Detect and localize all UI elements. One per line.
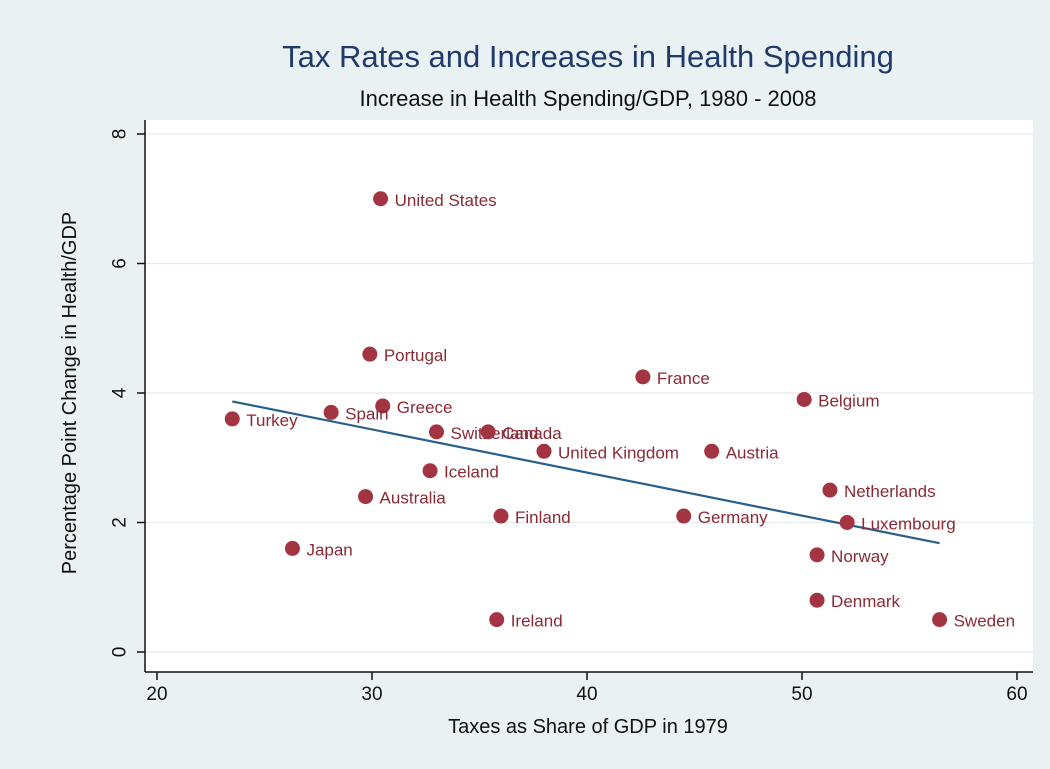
data-point [362,346,378,362]
fit-line [232,400,940,545]
point-label: Australia [380,489,447,508]
point-label: Iceland [444,463,499,482]
point-label: Finland [515,508,571,527]
point-label: Japan [306,540,352,559]
x-tick-label: 60 [1006,684,1027,705]
data-point [796,391,812,407]
x-tick-label: 30 [361,684,382,705]
data-point [375,398,391,414]
point-label: Norway [831,547,889,566]
data-point [480,424,496,440]
data-points: United States Portugal France Belgium Greece… [224,191,1015,631]
data-point [422,463,438,479]
data-point [429,424,444,440]
point-label: France [657,369,710,388]
point-label: Luxembourg [861,515,956,534]
point-label: Germany [698,508,768,527]
chart-subtitle: Increase in Health Spending/GDP, 1980 - … [359,86,816,111]
x-axis-label: Taxes as Share of GDP in 1979 [448,716,728,738]
data-point [493,508,509,524]
data-point [932,612,948,628]
point-label: Ireland [511,612,563,631]
y-axis-label: Percentage Point Change in Health/GDP [59,212,81,574]
data-point [284,540,300,556]
y-tick-label: 0 [110,647,131,658]
point-label: United Kingdom [558,443,679,462]
y-tick-label: 2 [110,517,131,528]
point-label: Sweden [954,612,1015,631]
data-point [373,191,389,207]
data-point [635,369,651,385]
axes: 0 2 4 6 8 20 30 40 50 60 [110,120,1033,705]
data-point [676,508,692,524]
y-tick-label: 8 [110,129,131,140]
x-tick-label: 20 [146,684,167,705]
data-point [809,592,825,608]
point-label: Denmark [831,592,900,611]
point-label: Belgium [818,391,879,410]
point-label: United States [395,191,497,210]
chart-title: Tax Rates and Increases in Health Spendi… [282,39,894,74]
point-label: Turkey [246,411,298,430]
point-label: Austria [726,443,779,462]
point-label: Canada [502,424,562,443]
x-tick-label: 50 [791,684,812,705]
data-point [704,443,720,459]
data-point [224,411,240,427]
y-tick-label: 4 [110,387,131,398]
point-label: Greece [397,398,453,417]
data-point [809,547,825,563]
fit-line-group [232,400,940,545]
data-point [489,612,505,628]
point-label: Netherlands [844,482,936,501]
y-tick-label: 6 [110,258,131,269]
data-point [358,489,374,505]
data-point [822,482,838,498]
gridlines [145,133,1033,653]
point-label: Spain [345,404,388,423]
plot-area [145,120,1033,672]
x-tick-label: 40 [576,684,597,705]
data-point [839,515,855,530]
data-point [536,443,552,459]
data-point [323,404,339,420]
point-label: Portugal [384,346,447,365]
